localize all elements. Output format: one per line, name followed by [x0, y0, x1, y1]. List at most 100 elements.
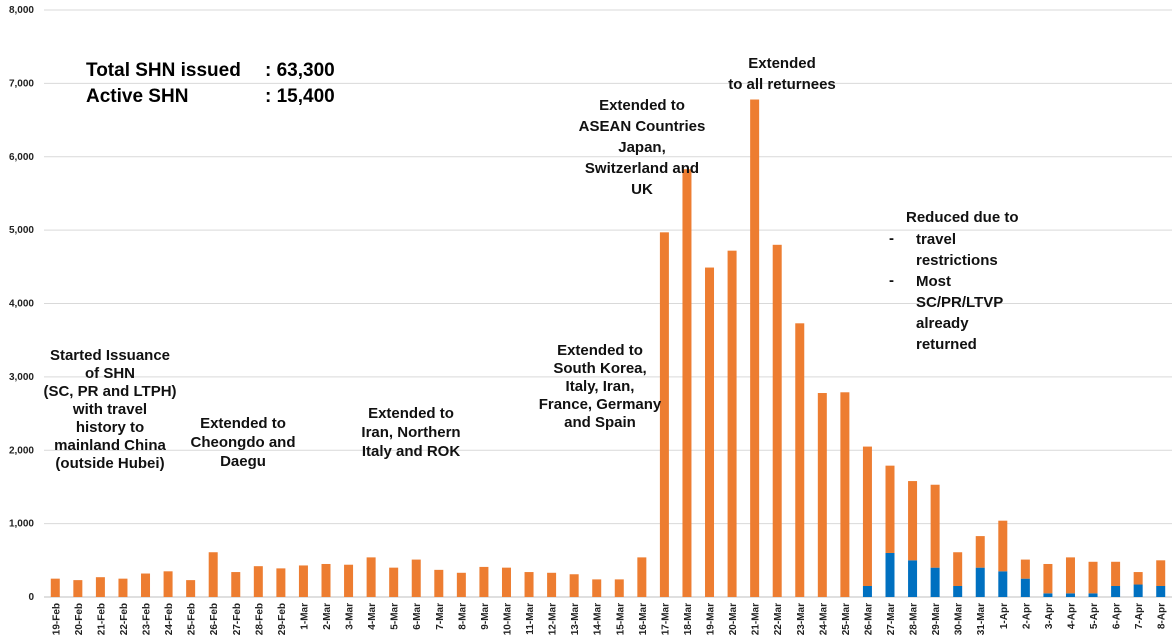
bar-active: [885, 552, 895, 597]
x-tick-label: 9-Mar: [480, 603, 491, 630]
annotation-reduced-b1-line: travel: [916, 231, 956, 248]
bar-active: [1111, 585, 1121, 597]
bar-issued: [569, 574, 579, 597]
annotation-started-line: Started Issuance: [50, 347, 170, 364]
annotation-reduced-b2-line: already: [916, 315, 969, 332]
annotation-reduced-b2-line: SC/PR/LTVP: [916, 294, 1003, 311]
bar-issued: [524, 572, 534, 597]
y-tick-label: 8,000: [9, 5, 34, 16]
x-tick-label: 31-Mar: [976, 603, 987, 635]
annotation-returnees-line: to all returnees: [728, 76, 836, 93]
x-tick-label: 15-Mar: [615, 603, 626, 635]
annotation-iran-line: Italy and ROK: [362, 443, 461, 460]
annotation-dash1-line: -: [889, 230, 894, 247]
bar-issued: [614, 579, 624, 597]
bar-issued: [456, 572, 466, 597]
bar-issued: [1088, 561, 1098, 594]
bar-issued: [908, 481, 918, 561]
annotation-iran-line: Iran, Northern: [361, 424, 460, 441]
bar-issued: [750, 99, 760, 597]
bar-issued: [73, 580, 83, 597]
bar-issued: [930, 484, 940, 568]
bar-issued: [1133, 572, 1143, 585]
y-tick-label: 0: [28, 592, 34, 603]
x-tick-label: 28-Feb: [254, 603, 265, 635]
annotation-cheongdo-line: Cheongdo and: [191, 434, 296, 451]
bar-issued: [547, 572, 557, 597]
y-tick-label: 6,000: [9, 152, 34, 163]
annotation-started-line: (outside Hubei): [55, 455, 164, 472]
annotation-started-line: of SHN: [85, 365, 135, 382]
annotation-asean-line: Extended to: [599, 97, 685, 114]
x-tick-label: 5-Apr: [1089, 603, 1100, 629]
annotation-started-line: history to: [76, 419, 144, 436]
bar-issued: [479, 566, 489, 597]
bar-issued: [998, 520, 1008, 572]
bar-active: [1133, 584, 1143, 597]
annotation-asean-line: Switzerland and: [585, 160, 699, 177]
y-tick-label: 5,000: [9, 225, 34, 236]
bar-active: [1088, 593, 1098, 597]
annotation-started-line: (SC, PR and LTPH): [43, 383, 176, 400]
annotation-reduced-b2-line: returned: [916, 336, 977, 353]
bar-active: [975, 567, 985, 597]
bar-issued: [231, 572, 241, 597]
bar-issued: [727, 250, 737, 598]
x-axis-ticks: 19-Feb 20-Feb 21-Feb 22-Feb 23-Feb 24-Feb 25-F…: [51, 603, 1167, 635]
bar-issued: [411, 559, 421, 597]
annotation-asean-line: ASEAN Countries: [579, 118, 706, 135]
bar-active: [908, 560, 918, 597]
x-tick-label: 8-Mar: [457, 603, 468, 630]
annotation-dash2-line: -: [889, 272, 894, 289]
bar-active: [1065, 593, 1075, 597]
bar-active: [953, 585, 963, 597]
bar-active: [1020, 578, 1030, 597]
y-tick-label: 7,000: [9, 78, 34, 89]
x-tick-label: 19-Feb: [51, 603, 62, 635]
x-tick-label: 7-Mar: [435, 603, 446, 630]
bar-issued: [434, 569, 444, 597]
y-tick-label: 1,000: [9, 519, 34, 530]
annotation-started-line: with travel: [72, 401, 147, 418]
bar-issued: [50, 578, 60, 597]
annotation-iran-line: Extended to: [368, 405, 454, 422]
annotation-asean-line: Japan,: [618, 139, 666, 156]
x-tick-label: 3-Apr: [1044, 603, 1055, 629]
bar-issued: [1156, 560, 1166, 586]
x-tick-label: 6-Mar: [412, 603, 423, 630]
bar-issued: [141, 573, 151, 597]
bar-issued: [885, 465, 895, 553]
annotation-skorea-line: Italy, Iran,: [566, 378, 635, 395]
x-tick-label: 1-Apr: [999, 603, 1010, 629]
annotation-skorea-line: Extended to: [557, 342, 643, 359]
bar-issued: [253, 566, 263, 597]
annotation-returnees-line: Extended: [748, 55, 816, 72]
annotation-cheongdo-line: Daegu: [220, 453, 266, 470]
x-tick-label: 24-Feb: [164, 603, 175, 635]
x-tick-label: 16-Mar: [638, 603, 649, 635]
x-tick-label: 28-Mar: [909, 603, 920, 635]
x-tick-label: 18-Mar: [683, 603, 694, 635]
x-tick-label: 30-Mar: [954, 603, 965, 635]
x-tick-label: 26-Mar: [863, 603, 874, 635]
x-tick-label: 23-Mar: [796, 603, 807, 635]
x-tick-label: 25-Mar: [841, 603, 852, 635]
x-tick-label: 10-Mar: [502, 603, 513, 635]
bar-issued: [389, 567, 399, 597]
bar-active: [862, 585, 872, 597]
bar-issued: [163, 571, 173, 597]
x-tick-label: 24-Mar: [818, 603, 829, 635]
bar-issued: [682, 169, 692, 597]
x-tick-label: 3-Mar: [345, 603, 356, 630]
annotation-started-line: mainland China: [54, 437, 166, 454]
annotation-skorea-line: France, Germany: [539, 396, 662, 413]
grid-lines: [44, 9, 1172, 598]
x-tick-label: 4-Mar: [367, 603, 378, 630]
x-tick-label: 8-Apr: [1157, 603, 1168, 629]
bar-issued: [637, 557, 647, 597]
x-tick-label: 1-Mar: [299, 603, 310, 630]
bar-issued: [862, 446, 872, 586]
x-tick-label: 29-Mar: [931, 603, 942, 635]
y-tick-label: 4,000: [9, 299, 34, 310]
